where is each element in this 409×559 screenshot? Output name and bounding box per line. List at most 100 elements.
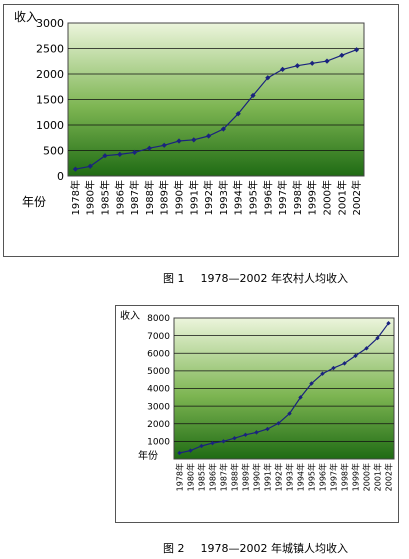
chart-1-x-tick-label: 1991年 bbox=[187, 180, 200, 215]
chart-2-x-tick-label: 2001年 bbox=[372, 463, 382, 491]
chart-2-data-point bbox=[331, 365, 336, 371]
chart-2-x-tick-label: 1998年 bbox=[339, 463, 349, 491]
chart-2-x-axis-label: 年份 bbox=[138, 449, 158, 462]
chart-2-x-tick-label: 1989年 bbox=[240, 463, 250, 491]
chart-2-data-point bbox=[353, 353, 358, 359]
chart-2-x-tick-label: 1993年 bbox=[284, 463, 294, 491]
chart-2-frame: 1000 2000 3000 4000 5000 6000 7000 8000 收入年份 1978… bbox=[115, 305, 399, 523]
chart-1-data-point bbox=[220, 126, 226, 132]
chart-2-x-tick-label: 1996年 bbox=[317, 463, 327, 491]
chart-2-x-tick-label: 2002年 bbox=[383, 463, 393, 491]
chart-2-x-tick-label: 1992年 bbox=[273, 463, 283, 491]
chart-1-x-tick-label: 1985年 bbox=[99, 180, 112, 215]
chart-2-y-tick-label: 2000 bbox=[147, 420, 170, 430]
chart-1-data-point bbox=[102, 153, 108, 159]
chart-2-x-tick-label: 1990年 bbox=[251, 463, 261, 491]
chart-1-data-point bbox=[309, 60, 315, 66]
chart-2-data-point bbox=[386, 321, 391, 326]
chart-2-y-tick-label: 4000 bbox=[147, 385, 170, 395]
chart-1-x-tick-label: 1995年 bbox=[247, 180, 260, 215]
chart-2-y-tick-label: 8000 bbox=[147, 314, 170, 324]
chart-1-data-point bbox=[324, 58, 330, 64]
chart-1-data-point bbox=[176, 138, 182, 144]
chart-2-data-point bbox=[265, 426, 270, 432]
chart-1-y-axis-label: 收入 bbox=[14, 10, 38, 24]
chart-2-y-tick-label: 6000 bbox=[147, 349, 170, 359]
figure-1-caption: 图 1 1978—2002 年农村人均收入 bbox=[163, 270, 348, 286]
chart-1-data-point bbox=[132, 149, 138, 155]
chart-2-y-tick-label: 1000 bbox=[147, 438, 170, 448]
chart-2-data-point bbox=[364, 346, 369, 351]
chart-2-x-tick-label: 2000年 bbox=[361, 463, 371, 491]
chart-1-y-tick-label: 3000 bbox=[36, 17, 64, 30]
chart-1-data-point bbox=[72, 166, 78, 172]
chart-2-x-tick-label: 1978年 bbox=[174, 463, 184, 491]
chart-1-data-point bbox=[87, 163, 93, 169]
chart-1-x-tick-label: 1978年 bbox=[69, 180, 82, 215]
chart-2-data-point bbox=[254, 430, 259, 435]
chart-2-data-point bbox=[276, 421, 281, 426]
chart-1-y-tick-label: 2000 bbox=[36, 68, 64, 81]
figure-2-caption: 图 2 1978—2002 年城镇人均收入 bbox=[163, 540, 348, 556]
chart-2-data-point bbox=[320, 371, 325, 376]
chart-2-x-tick-label: 1988年 bbox=[229, 463, 239, 491]
chart-1-x-tick-label: 1988年 bbox=[143, 180, 156, 215]
chart-1-x-tick-label: 1987年 bbox=[128, 180, 141, 215]
chart-1-y-tick-label: 2500 bbox=[36, 42, 64, 55]
chart-1-x-tick-label: 1989年 bbox=[158, 180, 171, 215]
chart-1-x-tick-label: 1992年 bbox=[202, 180, 215, 215]
chart-2-data-point bbox=[243, 432, 248, 437]
chart-1-data-point bbox=[265, 75, 271, 81]
chart-1-data-point bbox=[235, 111, 241, 117]
chart-1-y-tick-label: 1500 bbox=[36, 93, 64, 106]
figure-1-title: 1978—2002 年农村人均收入 bbox=[200, 272, 348, 285]
chart-2-y-tick-label: 7000 bbox=[147, 332, 170, 342]
chart-1-data-point bbox=[280, 66, 286, 73]
chart-1-data-point bbox=[339, 52, 345, 58]
chart-1-x-tick-label: 1999年 bbox=[306, 180, 319, 215]
chart-1-x-tick-label: 2001年 bbox=[335, 180, 348, 215]
chart-1-data-point bbox=[354, 47, 360, 53]
chart-1-x-axis-label: 年份 bbox=[22, 195, 46, 209]
chart-1-data-point bbox=[117, 151, 123, 157]
chart-2-x-tick-label: 1987年 bbox=[218, 463, 228, 491]
chart-1-x-tick-label: 1980年 bbox=[84, 180, 97, 215]
chart-1-x-tick-label: 1993年 bbox=[217, 180, 230, 215]
chart-1-y-tick-label: 500 bbox=[43, 144, 64, 157]
chart-1-data-point bbox=[191, 137, 197, 143]
chart-1-x-tick-label: 1986年 bbox=[113, 180, 126, 215]
chart-1-y-tick-label: 1000 bbox=[36, 119, 64, 132]
chart-2-y-tick-label: 5000 bbox=[147, 367, 170, 377]
chart-2-data-point bbox=[298, 395, 303, 400]
chart-1-x-tick-label: 1998年 bbox=[291, 180, 304, 215]
figure-2-title: 1978—2002 年城镇人均收入 bbox=[200, 542, 348, 555]
chart-2-x-tick-label: 1999年 bbox=[350, 463, 360, 491]
chart-1-x-tick-label: 2000年 bbox=[321, 180, 334, 215]
chart-2-data-point bbox=[375, 335, 380, 341]
chart-1-x-tick-label: 2002年 bbox=[350, 180, 363, 215]
chart-2-y-tick-label: 3000 bbox=[147, 402, 170, 412]
chart-2-data-point bbox=[309, 381, 314, 386]
figure-1-label: 图 1 bbox=[163, 272, 185, 285]
figure-2-label: 图 2 bbox=[163, 542, 185, 555]
chart-2-data-point bbox=[232, 436, 237, 441]
chart-1-frame: 0 500 1000 1500 2000 2500 3000 收入 年份 1978年 1980年 19… bbox=[3, 4, 399, 257]
chart-2-x-tick-label: 1985年 bbox=[196, 463, 206, 491]
chart-2-y-axis-label: 收入 bbox=[120, 309, 140, 322]
chart-1-data-point bbox=[146, 145, 152, 151]
chart-1-x-tick-label: 1990年 bbox=[173, 180, 186, 215]
chart-2-data-point bbox=[210, 440, 215, 446]
chart-1-x-tick-label: 1994年 bbox=[232, 180, 245, 215]
chart-1-data-point bbox=[206, 133, 212, 139]
chart-1-x-tick-label: 1996年 bbox=[261, 180, 274, 215]
chart-1-data-point bbox=[294, 63, 300, 69]
chart-1-y-tick-label: 0 bbox=[57, 170, 64, 183]
chart-1-data-point bbox=[250, 92, 256, 99]
chart-2-data-point bbox=[287, 411, 292, 416]
chart-2-data-point bbox=[342, 361, 347, 366]
chart-1-x-tick-label: 1997年 bbox=[276, 180, 289, 215]
chart-2-x-tick-label: 1986年 bbox=[207, 463, 217, 491]
chart-2-x-tick-label: 1994年 bbox=[295, 463, 305, 491]
